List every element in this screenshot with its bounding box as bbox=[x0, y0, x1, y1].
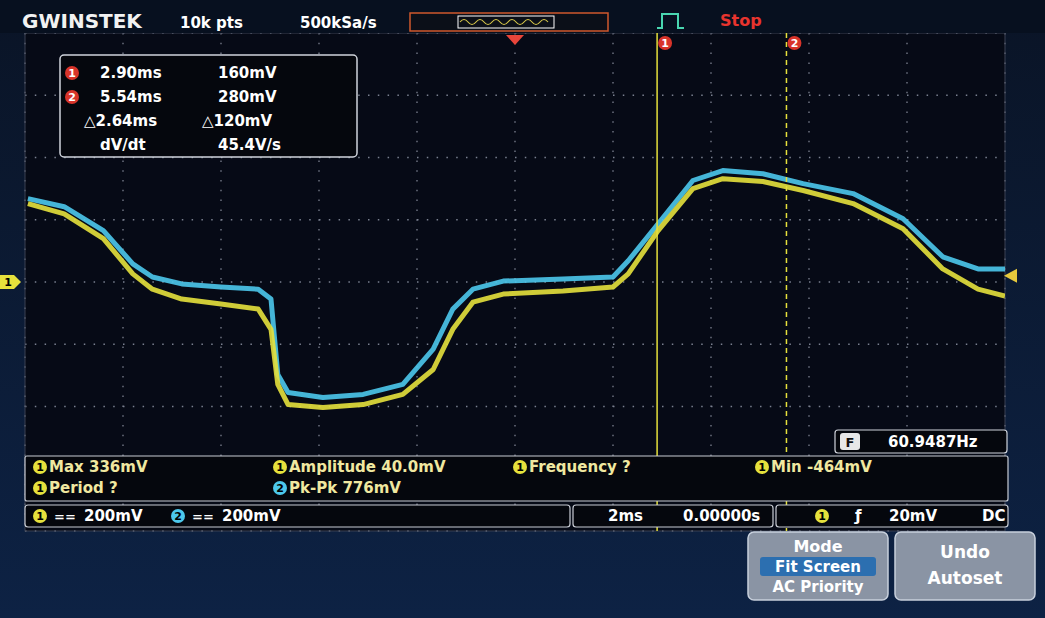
counter-badge bbox=[840, 433, 860, 450]
trigger-level: 20mV bbox=[889, 507, 938, 525]
soft-key-selection bbox=[760, 557, 876, 576]
cursor-voltage: 160mV bbox=[218, 64, 277, 82]
measurement: Period ? bbox=[49, 479, 118, 497]
horizontal-position: 0.00000s bbox=[683, 507, 760, 525]
memory-window bbox=[458, 16, 554, 28]
grid-line bbox=[25, 406, 1005, 407]
trigger-position-marker bbox=[506, 35, 524, 45]
cursor-voltage: 280mV bbox=[218, 88, 277, 106]
soft-key-title: Mode bbox=[793, 537, 842, 556]
readout-box bbox=[60, 55, 357, 157]
channel-badge bbox=[513, 460, 527, 474]
brand: GWINSTEK bbox=[22, 9, 143, 33]
sample-rate: 500kSa/s bbox=[300, 14, 377, 32]
channel-badge-label: 1 bbox=[818, 510, 826, 523]
header: GWINSTEK 10k pts 500kSa/s Stop bbox=[0, 0, 1045, 33]
channel-badge-label: 1 bbox=[36, 482, 44, 495]
trigger-icon bbox=[657, 14, 684, 28]
measurement-box bbox=[25, 456, 1008, 501]
ground-marker: 1 bbox=[0, 275, 21, 289]
channel-scale: 200mV bbox=[84, 507, 143, 525]
channel-badge bbox=[33, 509, 47, 523]
cursor-badge bbox=[65, 66, 79, 80]
channel-badge bbox=[815, 509, 829, 523]
slope-value: 45.4V/s bbox=[218, 136, 281, 154]
soft-key[interactable] bbox=[895, 532, 1035, 600]
cursor-badge bbox=[65, 90, 79, 104]
cursor-readout: 1 2.90ms 160mV 2 5.54ms 280mV △2.64ms △120mV dV/… bbox=[60, 55, 357, 157]
cursor-badge-label: 2 bbox=[68, 91, 76, 104]
cursor-badge-label: 1 bbox=[68, 67, 76, 80]
channel-coupling: == bbox=[54, 509, 76, 524]
channel-badge bbox=[755, 460, 769, 474]
channel-badge bbox=[171, 509, 185, 523]
channel-box bbox=[25, 505, 570, 527]
channel-badge bbox=[33, 460, 47, 474]
counter-badge-label: F bbox=[846, 435, 855, 450]
record-length: 10k pts bbox=[180, 14, 243, 32]
traces bbox=[28, 171, 1005, 408]
cursor-badge bbox=[658, 36, 672, 50]
slope-label: dV/dt bbox=[100, 136, 146, 154]
menu: Mode Fit Screen AC Priority Undo Autoset bbox=[748, 532, 1035, 600]
timebase-box bbox=[573, 505, 773, 527]
status-bar: 1 == 200mV 2 == 200mV 2ms 0.00000s 1 ƒ 20mV DC bbox=[25, 505, 1008, 527]
channel-badge-label: 1 bbox=[758, 461, 766, 474]
channel-badge-label: 1 bbox=[276, 461, 284, 474]
soft-key[interactable] bbox=[748, 532, 888, 600]
ground-marker-shape bbox=[0, 275, 21, 289]
measurement: Min -464mV bbox=[771, 458, 872, 476]
cursor-badge bbox=[787, 36, 801, 50]
grid-line bbox=[25, 344, 1005, 345]
soft-key-option: Autoset bbox=[928, 568, 1003, 588]
cursor-delta-time: △2.64ms bbox=[84, 112, 157, 130]
soft-key-option: Fit Screen bbox=[775, 558, 861, 576]
measurement: Pk-Pk 776mV bbox=[289, 479, 401, 497]
channel-badge-label: 2 bbox=[174, 510, 182, 523]
channel-coupling: == bbox=[192, 509, 214, 524]
channel-badge bbox=[33, 481, 47, 495]
measurement: Frequency ? bbox=[529, 458, 631, 476]
frequency-counter: F 60.9487Hz bbox=[835, 430, 1007, 453]
counter-value: 60.9487Hz bbox=[888, 433, 978, 451]
channel-badge-label: 1 bbox=[36, 510, 44, 523]
channel-scale: 200mV bbox=[222, 507, 281, 525]
measurement: Amplitude 40.0mV bbox=[289, 458, 446, 476]
soft-key-option: AC Priority bbox=[772, 578, 863, 596]
counter-box bbox=[835, 430, 1007, 453]
channel-badge-label: 2 bbox=[276, 482, 284, 495]
measurement-panel: 1 Max 336mV 1 Amplitude 40.0mV 1 Frequency ? 1… bbox=[25, 456, 1008, 501]
trigger-level-marker bbox=[1004, 269, 1017, 283]
trigger-box bbox=[776, 505, 1008, 527]
cursor-badge-label: 2 bbox=[791, 37, 799, 50]
cursor-time: 5.54ms bbox=[100, 88, 162, 106]
channel-badge bbox=[273, 481, 287, 495]
grid-line bbox=[25, 219, 1005, 220]
trigger-slope: ƒ bbox=[854, 507, 862, 525]
cursor-delta-voltage: △120mV bbox=[202, 112, 272, 130]
memory-wave bbox=[460, 20, 548, 25]
channel-badge-label: 1 bbox=[36, 461, 44, 474]
run-state: Stop bbox=[720, 11, 762, 30]
background bbox=[0, 0, 1045, 618]
waveform bbox=[28, 179, 1005, 408]
soft-key-title: Undo bbox=[940, 542, 990, 562]
timebase: 2ms bbox=[608, 507, 643, 525]
header-bar bbox=[0, 0, 1045, 33]
channel-badge bbox=[273, 460, 287, 474]
trigger-coupling: DC bbox=[982, 507, 1005, 525]
measurement: Max 336mV bbox=[49, 458, 148, 476]
channel-badge-label: 1 bbox=[516, 461, 524, 474]
ground-marker-label: 1 bbox=[4, 276, 12, 289]
cursor-badge-label: 1 bbox=[661, 37, 669, 50]
memory-bar bbox=[410, 13, 608, 31]
oscilloscope-screen: 1 2 1 1 2.90ms 160mV 2 5.54ms 280mV △2.64ms △120mV… bbox=[0, 0, 1045, 618]
cursor-time: 2.90ms bbox=[100, 64, 162, 82]
